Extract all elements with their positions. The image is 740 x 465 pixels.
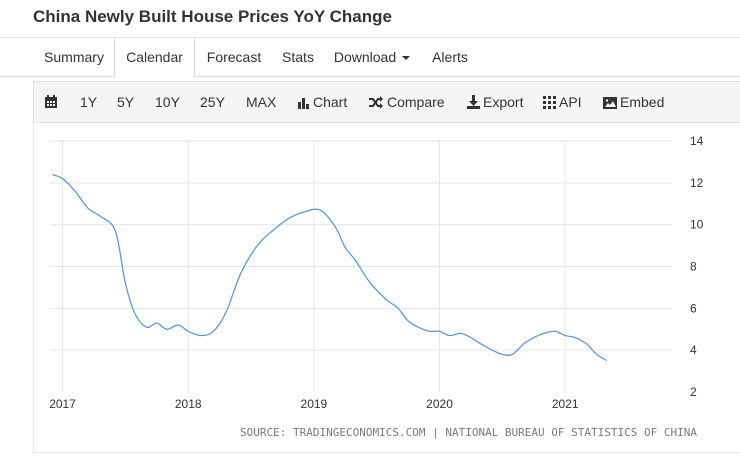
image-icon	[603, 97, 617, 109]
shuffle-icon	[369, 96, 383, 109]
chevron-down-icon	[402, 56, 411, 61]
calendar-icon[interactable]	[44, 82, 61, 122]
tab-forecast[interactable]: Forecast	[206, 49, 262, 65]
api-button-label: API	[559, 94, 582, 110]
embed-button-label: Embed	[620, 94, 665, 110]
compare-button-label: Compare	[387, 94, 445, 110]
range-max-button[interactable]: MAX	[246, 94, 277, 110]
chart-toolbar: 1Y 5Y 10Y 25Y MAX Chart Compare Export A…	[33, 81, 740, 123]
tab-stats[interactable]: Stats	[282, 49, 314, 65]
tab-download[interactable]: Download	[330, 38, 414, 78]
range-1y-button[interactable]: 1Y	[80, 94, 98, 110]
compare-button[interactable]: Compare	[368, 82, 445, 122]
page-title: China Newly Built House Prices YoY Chang…	[33, 7, 392, 26]
chart-button-label: Chart	[313, 94, 348, 110]
bar-chart-icon	[298, 98, 309, 109]
tab-bar: Summary Calendar Forecast Stats Download…	[0, 37, 740, 78]
chart-button[interactable]: Chart	[297, 82, 347, 122]
source-note: SOURCE: TRADINGECONOMICS.COM | NATIONAL …	[240, 426, 697, 439]
grid-icon	[543, 96, 556, 109]
tab-alerts[interactable]: Alerts	[432, 49, 468, 65]
api-button[interactable]: API	[543, 82, 582, 122]
range-10y-button[interactable]: 10Y	[155, 94, 180, 110]
range-5y-button[interactable]: 5Y	[117, 94, 135, 110]
range-25y-button[interactable]: 25Y	[200, 94, 225, 110]
tab-summary[interactable]: Summary	[44, 49, 104, 65]
export-button[interactable]: Export	[467, 82, 523, 122]
export-button-label: Export	[483, 94, 524, 110]
download-icon	[467, 95, 480, 109]
tab-download-label: Download	[333, 49, 397, 65]
tab-calendar[interactable]: Calendar	[114, 38, 195, 78]
chart-frame	[33, 123, 740, 453]
embed-button[interactable]: Embed	[603, 82, 664, 122]
